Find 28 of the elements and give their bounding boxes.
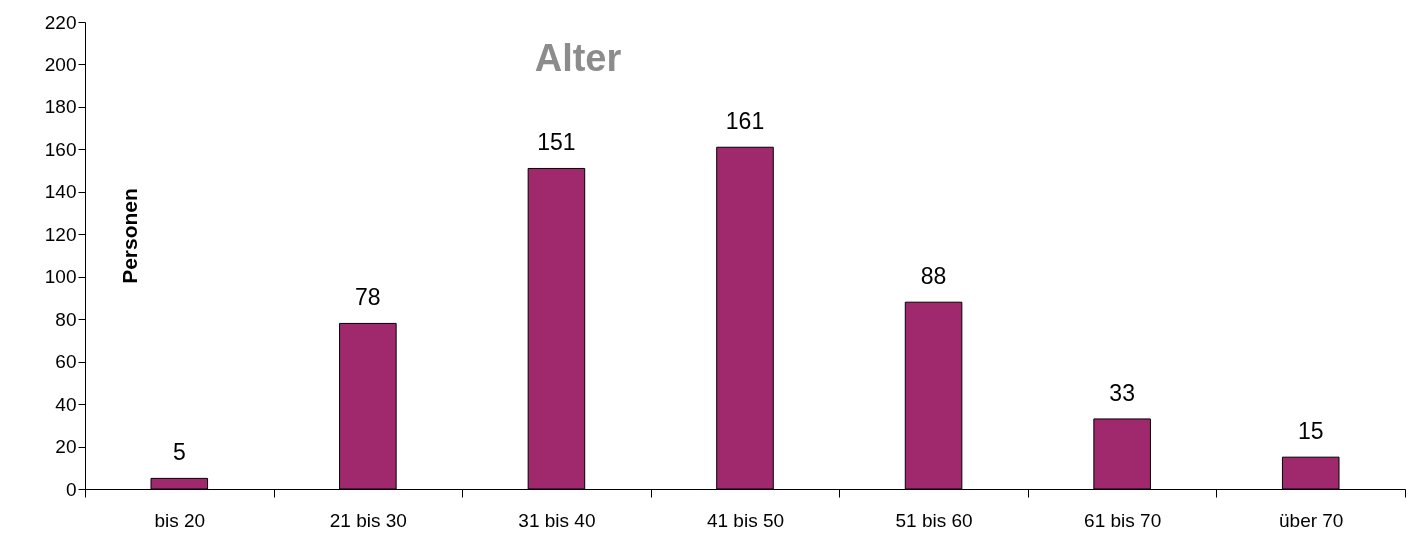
data-label: 78 <box>355 284 381 311</box>
data-label: 151 <box>537 129 576 156</box>
y-axis-title: Personen <box>117 188 141 284</box>
y-tick-label: 180 <box>44 96 77 118</box>
data-label: 33 <box>1109 379 1135 406</box>
x-tick-label: 61 bis 70 <box>1084 509 1162 531</box>
y-tick-label: 140 <box>44 181 77 203</box>
y-tick-label: 60 <box>55 351 77 373</box>
y-tick-label: 120 <box>44 223 77 245</box>
data-label: 5 <box>172 439 186 466</box>
y-tick-label: 220 <box>44 11 77 33</box>
y-tick-label: 0 <box>65 478 77 500</box>
data-label: 161 <box>725 108 765 135</box>
y-tick-label: 20 <box>55 436 77 458</box>
x-tick-label: 51 bis 60 <box>895 509 973 531</box>
x-tick-label: 41 bis 50 <box>706 509 785 531</box>
data-label: 88 <box>920 263 947 290</box>
x-tick-label: über 70 <box>1278 509 1344 531</box>
x-tick-label: bis 20 <box>154 509 206 531</box>
x-tick-label: 31 bis 40 <box>518 509 596 531</box>
y-tick-label: 80 <box>55 308 77 330</box>
x-tick-label: 21 bis 30 <box>329 509 407 531</box>
y-tick-label: 160 <box>44 138 77 160</box>
y-tick-label: 100 <box>44 266 77 288</box>
data-label: 15 <box>1297 418 1324 445</box>
y-tick-label: 200 <box>44 53 77 75</box>
y-tick-label: 40 <box>55 393 77 415</box>
chart-title: Alter <box>534 37 622 79</box>
